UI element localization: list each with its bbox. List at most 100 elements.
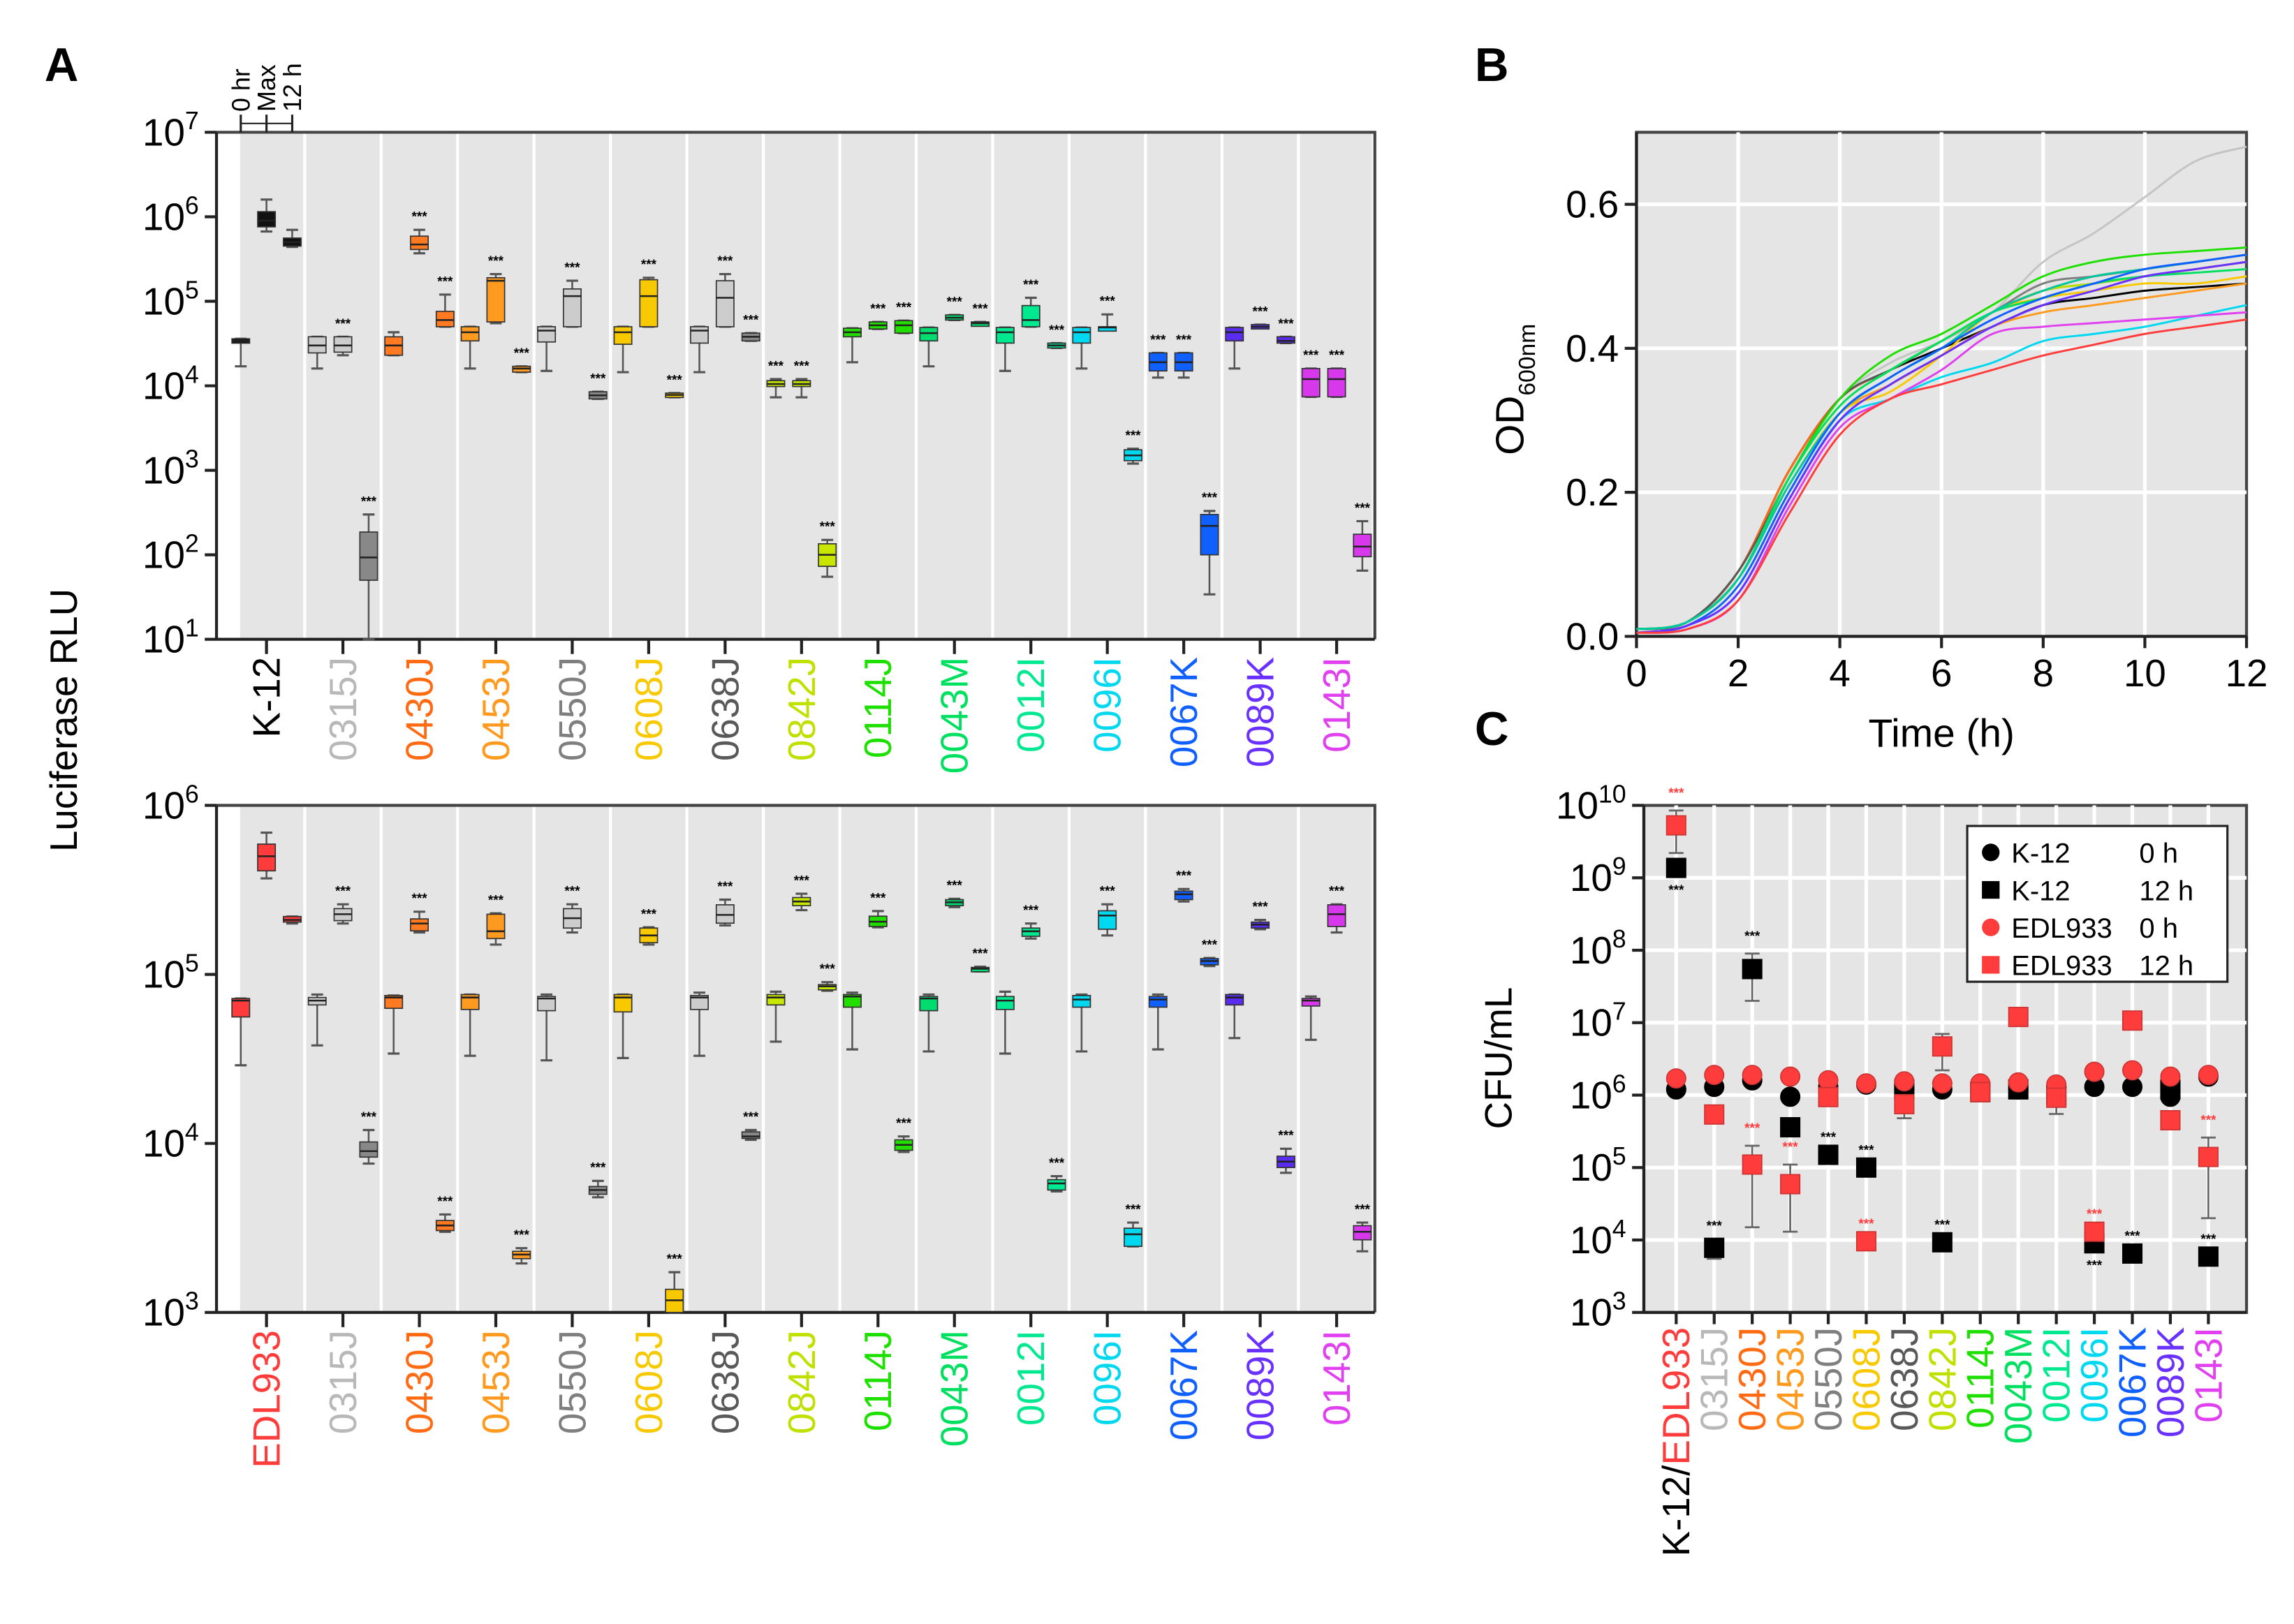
box-plot: *** [665,373,684,399]
box [1072,995,1091,1008]
box-plot: *** [766,359,786,399]
significance-marker: *** [411,210,427,225]
box-plot: *** [1327,885,1346,934]
significance-marker: *** [667,1252,683,1267]
x-tick-label: 0608J [627,1330,670,1434]
box [359,531,378,581]
x-tick-label-part: K-12/ [1654,1465,1698,1557]
significance-marker: *** [743,1110,759,1125]
tick-base: 10 [142,279,185,323]
box [486,276,506,323]
x-tick-label: 0638J [703,657,747,761]
significance-marker: *** [1329,885,1345,899]
x-tick-label: 0430J [397,657,441,761]
y-tick-label: 103 [1570,1287,1626,1334]
tick-base: 10 [142,195,185,238]
significance-marker: *** [1049,1156,1065,1171]
significance-marker: *** [488,893,504,908]
significance-marker: *** [1278,317,1294,332]
significance-marker: *** [870,891,886,906]
data-point-square [2198,1246,2219,1267]
box [562,288,582,327]
box-plot: *** [562,260,582,328]
box [1301,998,1321,1007]
box-plot: *** [1148,333,1168,379]
box-plot: *** [894,1116,913,1153]
box-plot [766,990,786,1043]
box-plot [307,335,327,370]
significance-marker: *** [2087,1207,2103,1222]
box [486,913,506,940]
box-plot: *** [1353,501,1372,572]
box-plot: *** [1276,1129,1295,1174]
significance-marker: *** [514,1228,530,1243]
box-plot: *** [588,371,608,400]
y-tick-label: 105 [142,276,199,323]
box-plot [995,990,1015,1055]
data-point-circle [2160,1066,2181,1087]
box-plot: *** [945,295,964,321]
panel-label-c: C [1475,703,1509,755]
significance-marker: *** [641,907,657,922]
data-point-square [1666,857,1686,878]
y-tick-label: 0.6 [1566,183,1619,226]
significance-marker: *** [641,258,657,272]
legend-label-strain: K-12 [2011,839,2070,869]
significance-marker: *** [1253,304,1269,319]
data-point-square [1704,1104,1725,1125]
data-point-square [1742,959,1763,980]
significance-marker: *** [1176,333,1192,348]
significance-marker: *** [973,947,989,961]
data-point-circle [1704,1065,1725,1086]
box-plot: *** [1327,348,1346,398]
data-point-circle [1780,1066,1801,1087]
y-axis-title: CFU/mL [1477,987,1520,1130]
tick-exponent: 9 [1612,852,1626,880]
box [995,996,1015,1010]
x-tick-label: 0089K [2149,1327,2192,1438]
significance-marker: *** [437,1195,453,1209]
tick-exponent: 7 [185,107,199,135]
box-plot: *** [715,254,735,328]
data-point-square [1666,815,1686,836]
data-point-circle [1666,1068,1686,1089]
tick-base: 10 [142,449,185,492]
box [766,994,786,1006]
y-tick-label: 103 [142,1287,199,1334]
x-tick-label: 0096I [1086,657,1129,753]
x-tick-label: 0453J [474,1330,517,1434]
x-tick-label: 0114J [856,657,899,758]
x-tick-label: 0842J [1920,1327,1964,1431]
box [690,326,709,344]
x-tick-label: 0143I [1315,1330,1358,1426]
box [1225,994,1244,1006]
box-plot: *** [512,1228,531,1265]
y-tick-label: 1010 [1556,780,1626,827]
significance-marker: *** [1668,786,1684,801]
significance-marker: *** [896,301,912,316]
significance-marker: *** [2087,1259,2103,1274]
tick-exponent: 5 [185,276,199,304]
box-plot: *** [1098,295,1117,332]
x-tick-label: 10 [2124,651,2166,695]
tick-exponent: 4 [185,360,199,388]
box [333,336,353,353]
significance-marker: *** [335,885,351,899]
box-plot [690,991,709,1057]
x-tick-label: 0067K [2110,1327,2154,1438]
box [537,326,557,343]
significance-marker: *** [2200,1232,2216,1247]
box-plot: *** [359,494,378,641]
data-point-square [1855,1157,1876,1178]
y-axis-title-subscript: 600nm [1515,324,1541,396]
box-plot: *** [333,885,353,925]
box-plot: *** [1200,938,1219,968]
significance-marker: *** [717,880,733,894]
x-tick-label: 0096I [1086,1330,1129,1426]
legend-marker-square [1982,956,2000,974]
x-tick-label: 0638J [1883,1327,1926,1431]
significance-marker: *** [1202,938,1218,953]
box [1200,514,1219,556]
significance-marker: *** [2124,1229,2140,1243]
box-plot [384,994,404,1055]
